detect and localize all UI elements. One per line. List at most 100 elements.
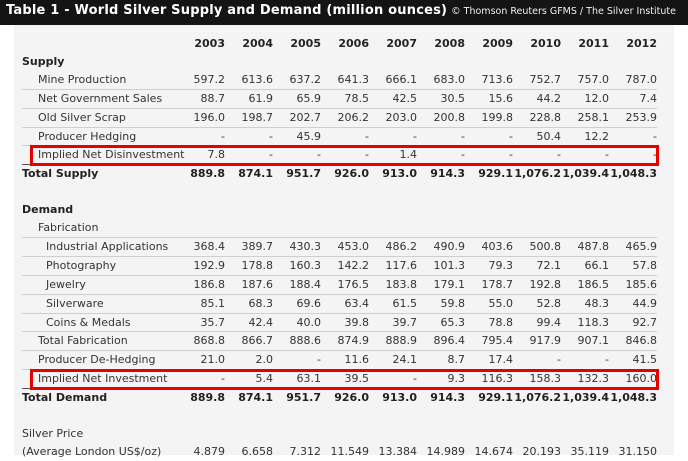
value-cell-2010 [513,201,561,219]
value-cell-2012 [609,53,657,71]
value-cell-2009: - [465,127,513,147]
value-cell-2008: 59.8 [417,294,465,314]
year-2007: 2007 [386,37,417,50]
value-cell-2005 [273,219,321,238]
row-spacer-1 [22,183,657,201]
value-cell-2010: 1,076.2 [513,164,561,184]
row-label: Producer De-Hedging [22,350,177,371]
row-label [22,407,177,425]
value-cell-2004 [225,425,273,443]
value-cell-2009 [465,407,513,425]
value-cell-2011: 12.0 [561,89,609,109]
value-cell-2009: 178.7 [465,275,513,295]
row-label: Old Silver Scrap [22,108,177,128]
value-cell-2009: 17.4 [465,350,513,371]
value-cell-2009: 79.3 [465,256,513,276]
row-supply-heading: Supply [22,53,657,71]
value-cell-2006: 874.9 [321,331,369,352]
value-cell-2005: 430.3 [273,237,321,257]
value-cell-2009: 14.674 [474,444,514,458]
value-cell-2010: 44.2 [513,89,561,109]
row-label: Demand [22,203,74,217]
row-label [22,183,177,201]
value-cell-2005 [273,183,321,201]
value-cell-2008: 490.9 [417,237,465,257]
value-cell-2007: 203.0 [369,108,417,128]
value-cell-2012: 92.7 [609,313,657,333]
value-cell-2011 [561,201,609,219]
value-cell-2005: 202.7 [273,108,321,128]
value-cell-2011 [561,219,609,238]
year-header-row: 2003 2004 2005 2006 2007 2008 2009 2010 … [22,35,657,53]
value-cell-2003: 192.9 [177,256,225,276]
value-cell-2012: 185.6 [609,275,657,295]
value-cell-2005 [273,201,321,219]
value-cell-2004: 42.4 [225,313,273,333]
year-2009: 2009 [482,37,513,50]
value-cell-2004: 61.9 [225,89,273,109]
value-cell-2007 [369,425,417,443]
value-cell-2011: 1,039.4 [561,388,609,408]
row-fabrication-heading: Fabrication [22,219,657,238]
value-cell-2008: 179.1 [417,275,465,295]
table-header-bar: Table 1 - World Silver Supply and Demand… [0,0,688,25]
value-cell-2007: 486.2 [369,237,417,257]
value-cell-2003 [177,201,225,219]
value-cell-2009: 929.1 [465,164,513,184]
row-label: Implied Net Investment [38,372,168,386]
value-cell-2012: 41.5 [609,350,657,371]
year-2004: 2004 [242,37,273,50]
value-cell-2008: 9.3 [447,372,466,386]
value-cell-2005: 188.4 [273,275,321,295]
value-cell-2006: 926.0 [321,388,369,408]
value-cell-2010 [513,407,561,425]
value-cell-2012 [609,201,657,219]
value-cell-2005: - [317,148,321,162]
value-cell-2005: 63.1 [296,372,322,386]
row-implied-net-disinvestment: Implied Net Disinvestment 7.8 - - - 1.4 - - - - - [22,146,657,165]
value-cell-2003: 35.7 [177,313,225,333]
value-cell-2003: 868.8 [177,331,225,352]
value-cell-2006 [321,219,369,238]
value-cell-2003: 196.0 [177,108,225,128]
value-cell-2008: 65.3 [417,313,465,333]
value-cell-2006: 926.0 [321,164,369,184]
value-cell-2004: 187.6 [225,275,273,295]
value-cell-2008: - [461,148,465,162]
value-cell-2004: 178.8 [225,256,273,276]
value-cell-2006: - [321,127,369,147]
year-2010: 2010 [530,37,561,50]
value-cell-2009: 403.6 [465,237,513,257]
value-cell-2011: 757.0 [561,70,609,90]
value-cell-2010 [513,219,561,238]
value-cell-2012: 160.0 [625,372,658,386]
value-cell-2010: 52.8 [513,294,561,314]
value-cell-2012 [609,407,657,425]
row-label: Total Supply [22,164,177,184]
value-cell-2011 [561,425,609,443]
value-cell-2007: 117.6 [369,256,417,276]
value-cell-2012: 253.9 [609,108,657,128]
row-label: Net Government Sales [22,89,177,109]
value-cell-2011 [561,183,609,201]
row-net-government-sales: Net Government Sales 88.7 61.9 65.9 78.5 42.5… [22,89,657,109]
value-cell-2010: 917.9 [513,331,561,352]
value-cell-2004 [225,407,273,425]
row-demand-heading: Demand [22,201,657,219]
table-title: Table 1 - World Silver Supply and Demand… [6,3,448,18]
value-cell-2011: 1,039.4 [561,164,609,184]
value-cell-2006: 39.8 [321,313,369,333]
value-cell-2008: 200.8 [417,108,465,128]
value-cell-2010: 500.8 [513,237,561,257]
value-cell-2004: 874.1 [225,388,273,408]
value-cell-2011: - [605,148,609,162]
value-cell-2009: 795.4 [465,331,513,352]
value-cell-2008: 14.989 [426,444,466,458]
year-2011: 2011 [578,37,609,50]
row-silverware: Silverware 85.1 68.3 69.6 63.4 61.5 59.8 55.0 52… [22,294,657,314]
row-producer-hedging: Producer Hedging - -45.9- - - -50.4 12.2- [22,127,657,147]
table-body: Supply Mine Production 597.2 613.6 637.2 641.… [22,53,657,461]
value-cell-2006: - [365,148,369,162]
value-cell-2003: 85.1 [177,294,225,314]
value-cell-2011: 35.119 [570,444,610,458]
